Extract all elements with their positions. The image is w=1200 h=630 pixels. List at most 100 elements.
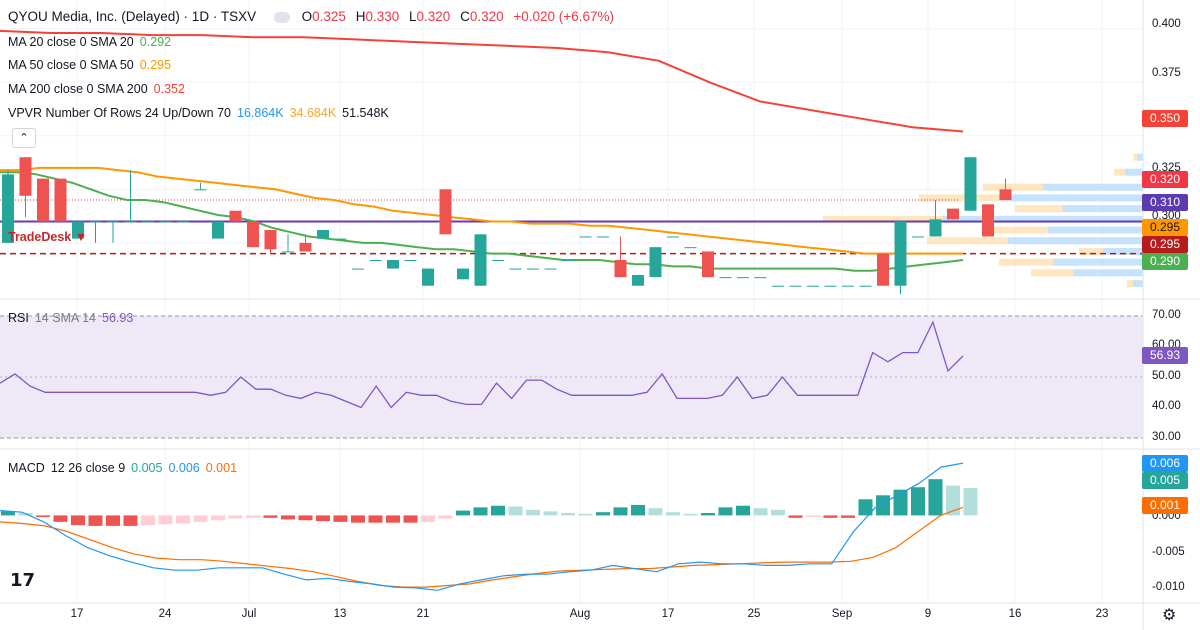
macd-histogram-bar xyxy=(36,515,50,518)
candle-body xyxy=(159,221,172,223)
volume-profile-bar xyxy=(1031,269,1073,277)
candle-body xyxy=(509,268,522,270)
macd-legend[interactable]: MACD 12 26 close 9 0.005 0.006 0.001 xyxy=(8,460,243,476)
candle-body xyxy=(317,230,329,239)
candle-body xyxy=(912,236,924,238)
volume-profile-bar xyxy=(1127,280,1133,288)
volume-profile-bar xyxy=(823,215,943,223)
open-value: 0.325 xyxy=(312,9,346,24)
macd-histogram-bar xyxy=(1,511,15,516)
volume-profile-bar xyxy=(1133,280,1143,288)
macd-histogram-bar xyxy=(71,515,85,526)
macd-histogram-bar xyxy=(596,512,610,516)
line-310-badge: 0.310 xyxy=(1142,194,1188,211)
macd-line-badge: 0.006 xyxy=(1142,455,1188,472)
volume-profile-bar xyxy=(983,183,1043,191)
candle-body xyxy=(684,247,697,249)
macd-histogram-bar xyxy=(788,515,803,518)
macd-histogram-bar xyxy=(123,515,138,526)
candle-body xyxy=(89,221,102,223)
eye-icon[interactable] xyxy=(273,11,290,23)
volume-profile-bar xyxy=(1048,226,1143,234)
settings-gear-icon[interactable]: ⚙ xyxy=(1162,607,1177,624)
macd-histogram-bar xyxy=(701,513,715,516)
candle-body xyxy=(439,189,452,235)
open-label: O xyxy=(301,9,313,24)
time-tick: 9 xyxy=(924,608,932,620)
macd-histogram-bar xyxy=(911,487,925,516)
vpvr-up: 16.864K xyxy=(237,106,284,120)
volume-profile-bar xyxy=(1125,168,1143,176)
candle-body xyxy=(282,251,294,253)
high-label: H xyxy=(355,9,366,24)
volume-profile-bar xyxy=(1133,153,1137,161)
macd-histogram-bar xyxy=(736,505,750,516)
ma200-value: 0.352 xyxy=(153,82,185,96)
macd-histogram-bar xyxy=(963,488,978,516)
time-tick: 17 xyxy=(70,608,84,620)
macd-histogram-bar xyxy=(543,511,558,516)
candle-body xyxy=(37,178,49,222)
rsi-tick: 30.00 xyxy=(1152,431,1181,443)
ma50-value: 0.295 xyxy=(139,58,172,72)
low-label: L xyxy=(409,9,417,24)
macd-histogram-bar xyxy=(211,515,225,521)
vpvr-legend[interactable]: VPVR Number Of Rows 24 Up/Down 70 16.864K… xyxy=(8,105,395,121)
candle-body xyxy=(614,260,627,278)
close-value: 0.320 xyxy=(469,9,504,24)
macd-histogram-bar xyxy=(946,485,960,516)
ma200-legend[interactable]: MA 200 close 0 SMA 200 0.352 xyxy=(8,81,191,97)
candle-body xyxy=(824,285,837,287)
macd-histogram-bar xyxy=(176,515,190,524)
macd-params: 12 26 close 9 xyxy=(50,461,126,475)
collapse-legend-button[interactable]: ⌃ xyxy=(12,128,36,148)
macd-signal-badge: 0.001 xyxy=(1142,497,1188,514)
chart-header: QYOU Media, Inc. (Delayed) · 1D · TSXV O… xyxy=(8,9,620,25)
candle-body xyxy=(632,275,644,286)
rsi-params: 14 SMA 14 xyxy=(34,311,96,325)
macd-plot xyxy=(0,462,978,591)
candle-body xyxy=(719,277,732,279)
rsi-label: RSI xyxy=(8,311,29,325)
candle-body xyxy=(299,242,312,252)
symbol-title[interactable]: QYOU Media, Inc. (Delayed) · 1D · TSXV xyxy=(8,9,257,24)
price-grid xyxy=(0,0,1143,603)
macd-histogram-bar xyxy=(631,504,645,516)
candle-body xyxy=(387,260,399,269)
ma50-line xyxy=(0,166,963,255)
candle-body xyxy=(562,260,574,262)
volume-profile-bar xyxy=(1053,258,1143,266)
macd-histogram-bar xyxy=(561,513,575,516)
macd-histogram-bar xyxy=(246,515,260,518)
rsi-legend[interactable]: RSI 14 SMA 14 56.93 xyxy=(8,310,139,326)
low-value: 0.320 xyxy=(416,9,451,24)
candle-body xyxy=(422,268,434,286)
volume-profile-bar xyxy=(927,237,1008,245)
volume-profile-bar xyxy=(1008,237,1143,245)
price-tick: 0.400 xyxy=(1152,18,1181,30)
macd-histogram-bar xyxy=(228,515,243,519)
candle-body xyxy=(527,268,539,270)
candle-body xyxy=(2,174,14,243)
macd-tick: -0.010 xyxy=(1152,581,1185,593)
macd-histogram-bar xyxy=(823,515,838,518)
candle-body xyxy=(877,253,889,286)
time-tick: Jul xyxy=(241,608,257,620)
time-tick: 16 xyxy=(1008,608,1022,620)
macd-histogram-bar xyxy=(281,515,295,520)
ma20-value: 0.292 xyxy=(139,35,172,49)
candles xyxy=(2,157,1012,295)
high-value: 0.330 xyxy=(365,9,400,24)
rsi-tick: 40.00 xyxy=(1152,400,1181,412)
macd-histogram-bar xyxy=(438,515,453,519)
ma50-legend[interactable]: MA 50 close 0 SMA 50 0.295 xyxy=(8,57,177,73)
candle-body xyxy=(54,178,67,222)
candle-body xyxy=(807,285,819,287)
tradingview-logo[interactable]: 17 xyxy=(10,570,36,591)
ma20-legend[interactable]: MA 20 close 0 SMA 20 0.292 xyxy=(8,34,177,50)
tradedesk-label[interactable]: TradeDesk ▼ xyxy=(8,230,88,244)
vpvr-label: VPVR Number Of Rows 24 Up/Down 70 xyxy=(8,106,232,120)
close-label: C xyxy=(460,9,470,24)
macd-hist-value: 0.005 xyxy=(131,461,163,475)
